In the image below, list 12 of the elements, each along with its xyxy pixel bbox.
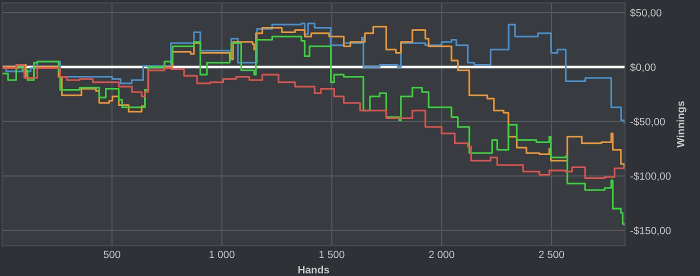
y-tick-label: -$100,00 [630, 172, 671, 182]
x-tick-label: 1 000 [210, 250, 234, 258]
x-tick-label: 500 [104, 250, 120, 258]
y-axis-title: Winnings [676, 101, 686, 148]
y-tick-label: $50,00 [630, 8, 662, 18]
y-tick-label: -$50,00 [630, 118, 665, 127]
x-tick-label: 1 500 [319, 250, 344, 258]
x-tick-label: 2 000 [429, 250, 454, 258]
y-tick-label: -$150,00 [630, 226, 671, 236]
x-tick-label: 2 500 [538, 250, 564, 258]
x-axis-title: Hands [298, 266, 330, 274]
y-tick-label: $0,00 [630, 63, 656, 72]
